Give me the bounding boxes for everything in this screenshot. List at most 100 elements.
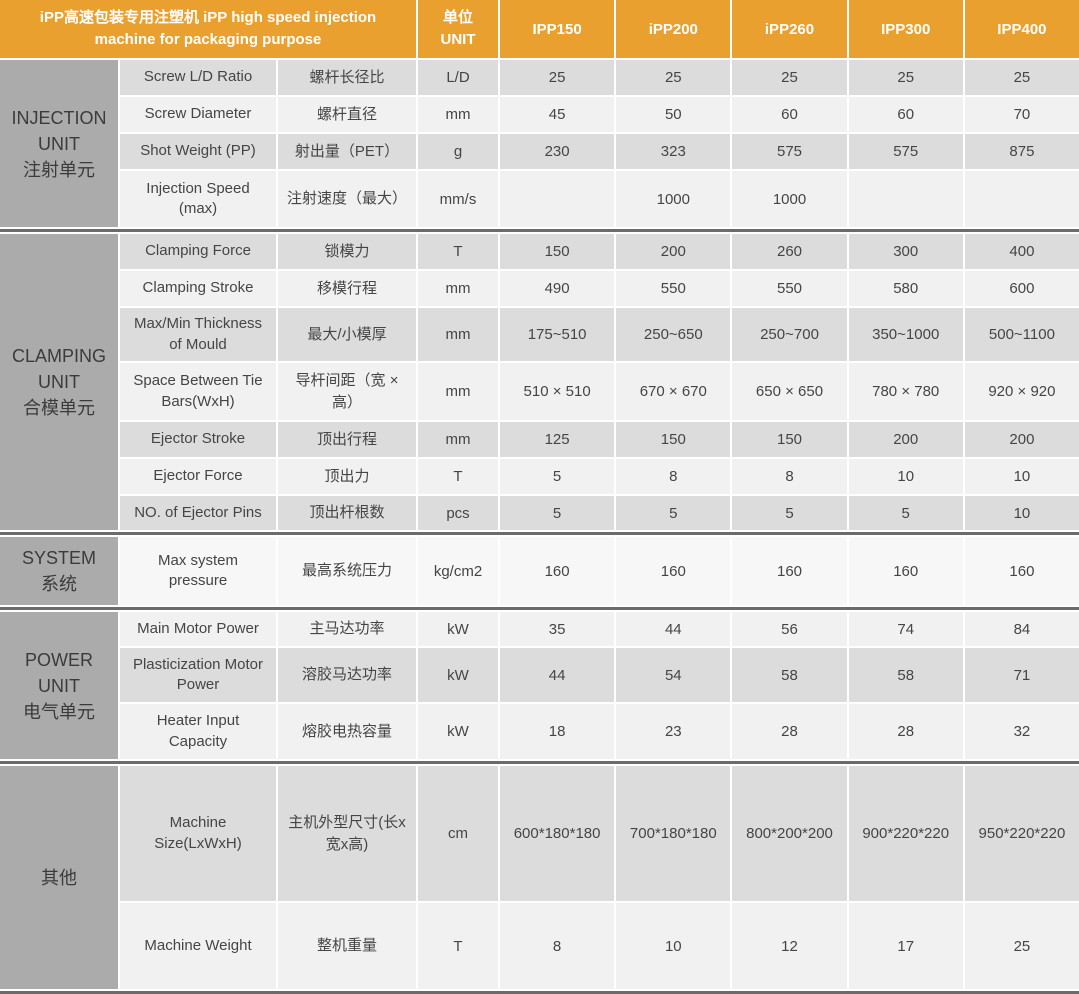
section-label-en: POWER UNIT [24,649,93,696]
spec-name-en: Ejector Force [120,459,276,494]
spec-value: 23 [616,704,731,759]
spec-value: 74 [848,612,963,646]
spec-value: 1000 [732,171,847,227]
spec-value: 17 [848,903,963,989]
spec-value: 35 [500,612,615,646]
spec-unit: g [418,134,498,169]
spec-name-cn: 顶出杆根数 [278,496,416,530]
spec-name-en: Max/Min Thickness of Mould [120,308,276,361]
spec-row: Ejector Force 顶出力 T 5 8 8 10 10 [120,459,1079,494]
spec-value: 300 [848,234,963,269]
spec-value: 920 × 920 [964,363,1079,420]
section-rows: Clamping Force 锁模力 T 150 200 260 300 400 Clampin… [120,234,1079,530]
spec-value: 160 [732,537,847,605]
spec-value: 550 [732,271,847,306]
spec-name-en: Main Motor Power [120,612,276,646]
spec-row: Ejector Stroke 顶出行程 mm 125 150 150 200 200 [120,422,1079,457]
spec-value: 900*220*220 [848,766,963,901]
spec-value: 5 [500,496,615,530]
spec-value: 45 [500,97,615,132]
spec-value [500,171,615,227]
spec-value [848,171,963,227]
spec-value: 50 [616,97,731,132]
spec-value: 44 [616,612,731,646]
spec-value: 60 [732,97,847,132]
spec-value: 58 [732,648,847,702]
spec-value: 670 × 670 [616,363,731,420]
spec-name-en: Injection Speed (max) [120,171,276,227]
spec-value: 5 [732,496,847,530]
spec-name-en: Shot Weight (PP) [120,134,276,169]
spec-name-en: Machine Size(LxWxH) [120,766,276,901]
spec-name-cn: 注射速度（最大） [278,171,416,227]
spec-unit: mm/s [418,171,498,227]
spec-unit: mm [418,97,498,132]
spec-name-cn: 导杆间距（宽 × 高） [278,363,416,420]
spec-value: 400 [964,234,1079,269]
section-label-en: CLAMPING UNIT [11,346,107,392]
section-injection-unit: INJECTION UNIT 注射单元 Screw L/D Ratio 螺杆长径比 L/… [0,60,1079,227]
spec-value: 550 [616,271,731,306]
section-rows: Max system pressure 最高系统压力 kg/cm2 160 160 160… [120,537,1079,605]
section-power-unit: POWER UNIT 电气单元 Main Motor Power 主马达功率 kW 35 4… [0,612,1079,759]
spec-name-en: Ejector Stroke [120,422,276,457]
spec-value: 150 [500,234,615,269]
spec-value: 25 [964,903,1079,989]
spec-value: 56 [732,612,847,646]
spec-value: 10 [964,459,1079,494]
spec-value: 150 [616,422,731,457]
spec-row: Shot Weight (PP) 射出量（PET） g 230 323 575 575 875 [120,134,1079,169]
spec-value: 28 [732,704,847,759]
spec-unit: cm [418,766,498,901]
section-divider [0,607,1079,610]
spec-value: 250~650 [616,308,731,361]
spec-value: 200 [964,422,1079,457]
section-rows: Screw L/D Ratio 螺杆长径比 L/D 25 25 25 25 25 Screw D… [120,60,1079,227]
model-header-ipp150: IPP150 [500,0,615,58]
spec-name-en: Space Between Tie Bars(WxH) [120,363,276,420]
spec-name-cn: 主机外型尺寸(长x宽x高) [278,766,416,901]
section-label-cn: 系统 [41,574,77,594]
spec-name-cn: 移模行程 [278,271,416,306]
spec-value: 25 [500,60,615,95]
spec-value: 160 [616,537,731,605]
spec-name-cn: 最高系统压力 [278,537,416,605]
spec-value: 580 [848,271,963,306]
spec-value: 28 [848,704,963,759]
spec-name-en: Screw Diameter [120,97,276,132]
spec-row: Screw Diameter 螺杆直径 mm 45 50 60 60 70 [120,97,1079,132]
spec-name-en: Plasticization Motor Power [120,648,276,702]
spec-name-cn: 溶胶马达功率 [278,648,416,702]
spec-value: 875 [964,134,1079,169]
spec-name-cn: 主马达功率 [278,612,416,646]
spec-value: 58 [848,648,963,702]
section-label-en: INJECTION UNIT [11,107,107,154]
spec-value: 10 [616,903,731,989]
spec-value: 1000 [616,171,731,227]
spec-value: 490 [500,271,615,306]
spec-value: 10 [964,496,1079,530]
model-header-ipp200: iPP200 [616,0,731,58]
spec-row: Screw L/D Ratio 螺杆长径比 L/D 25 25 25 25 25 [120,60,1079,95]
spec-value: 575 [732,134,847,169]
spec-row: Max/Min Thickness of Mould 最大/小模厚 mm 175~51… [120,308,1079,361]
spec-name-en: Screw L/D Ratio [120,60,276,95]
section-divider [0,761,1079,764]
spec-value: 500~1100 [964,308,1079,361]
section-label-cn: 电气单元 [23,701,95,722]
spec-value: 510 × 510 [500,363,615,420]
spec-value: 18 [500,704,615,759]
spec-value: 260 [732,234,847,269]
spec-row: NO. of Ejector Pins 顶出杆根数 pcs 5 5 5 5 10 [120,496,1079,530]
spec-value: 950*220*220 [964,766,1079,901]
spec-name-en: Clamping Stroke [120,271,276,306]
spec-name-cn: 熔胶电热容量 [278,704,416,759]
spec-name-cn: 锁模力 [278,234,416,269]
model-header-ipp300: IPP300 [848,0,963,58]
section-label-cn: 其他 [41,867,77,888]
spec-value: 350~1000 [848,308,963,361]
spec-unit: kg/cm2 [418,537,498,605]
table-body: INJECTION UNIT 注射单元 Screw L/D Ratio 螺杆长径比 L/… [0,60,1079,989]
spec-value: 160 [500,537,615,605]
